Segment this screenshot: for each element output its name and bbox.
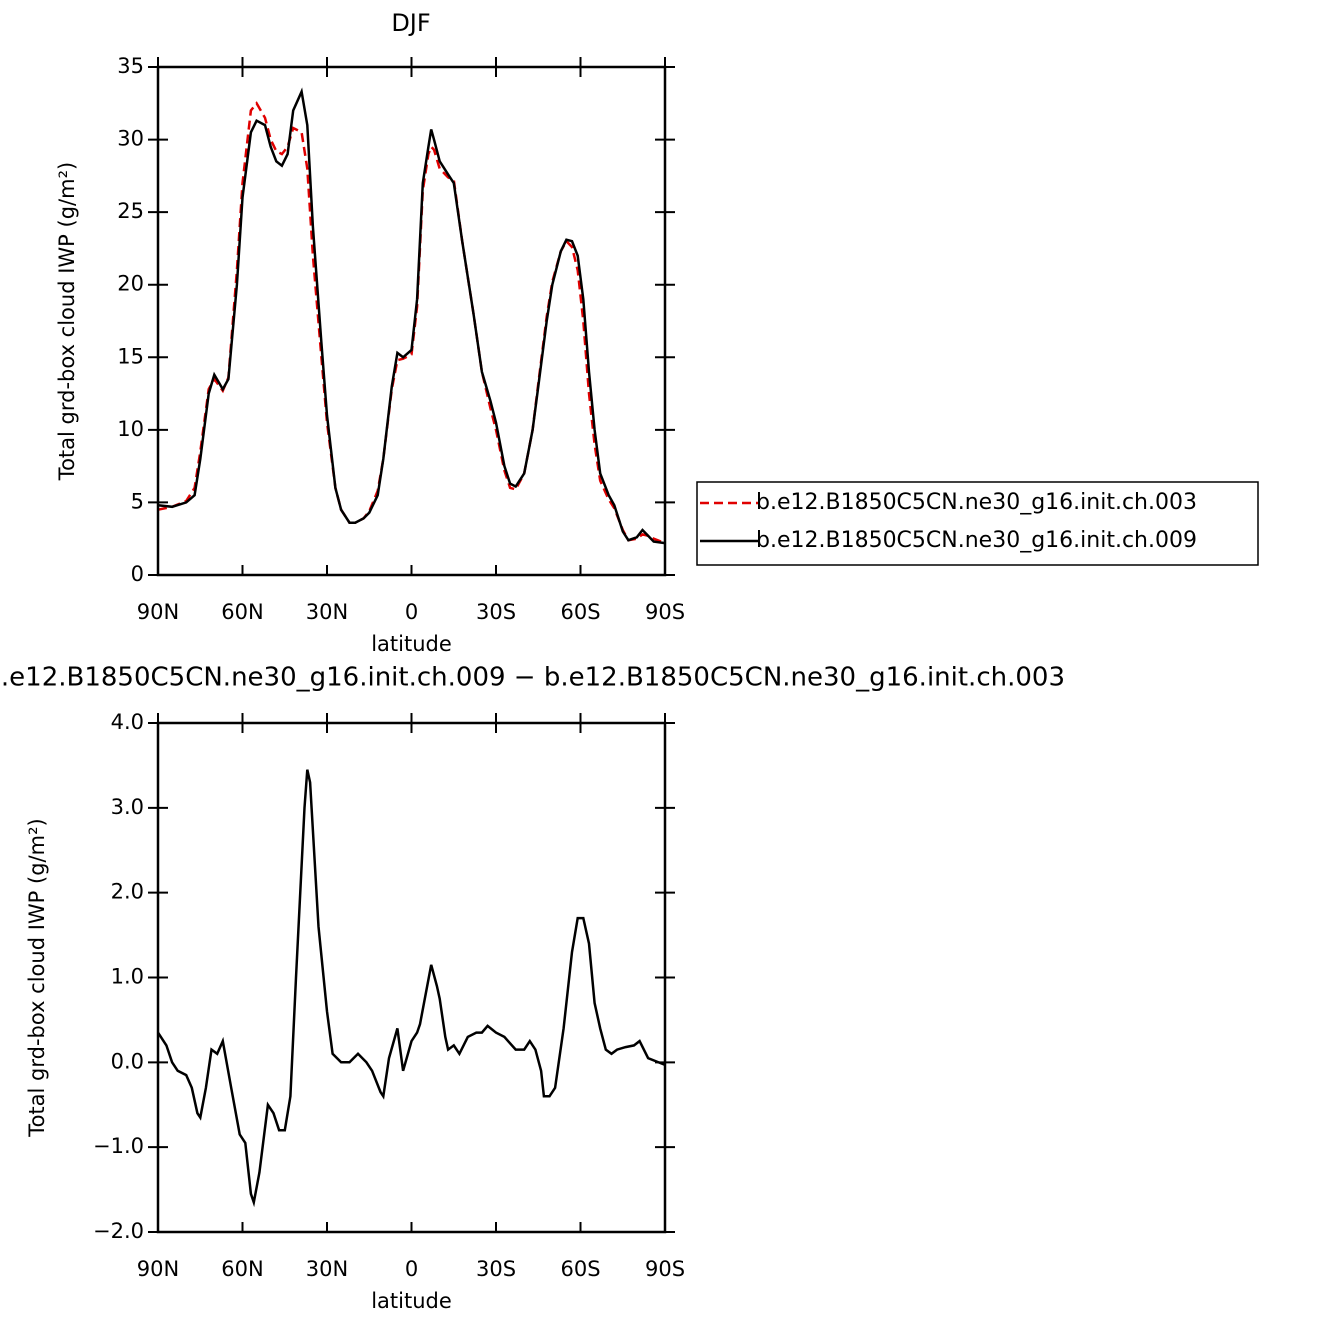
- x-axis-label: latitude: [371, 632, 452, 656]
- chart-title: b.e12.B1850C5CN.ne30_g16.init.ch.009 − b…: [0, 663, 1065, 693]
- y-tick-label: 2.0: [111, 880, 144, 904]
- y-axis-label: Total grd-box cloud IWP (g/m²): [25, 818, 49, 1137]
- x-tick-label: 90S: [645, 1257, 685, 1281]
- x-tick-label: 60N: [221, 1257, 263, 1281]
- y-tick-label: −1.0: [93, 1134, 144, 1158]
- y-tick-label: −2.0: [93, 1219, 144, 1243]
- y-tick-label: 25: [117, 199, 144, 223]
- x-tick-label: 30N: [306, 600, 348, 624]
- y-tick-label: 0: [131, 562, 144, 586]
- x-tick-label: 90N: [137, 1257, 179, 1281]
- y-tick-label: 1.0: [111, 965, 144, 989]
- x-tick-label: 30S: [476, 600, 516, 624]
- x-axis-label: latitude: [371, 1289, 452, 1313]
- legend-label: b.e12.B1850C5CN.ne30_g16.init.ch.003: [756, 490, 1197, 515]
- y-tick-label: 10: [117, 417, 144, 441]
- x-tick-label: 30N: [306, 1257, 348, 1281]
- y-tick-label: 20: [117, 272, 144, 296]
- legend-label: b.e12.B1850C5CN.ne30_g16.init.ch.009: [756, 528, 1197, 553]
- x-tick-label: 0: [405, 600, 418, 624]
- y-axis-label: Total grd-box cloud IWP (g/m²): [55, 162, 79, 481]
- y-tick-label: 4.0: [111, 710, 144, 734]
- series-line: [157, 87, 666, 545]
- legend-box: [696, 481, 1259, 566]
- x-tick-label: 60S: [560, 600, 600, 624]
- chart-title: DJF: [391, 9, 430, 37]
- y-tick-label: 0.0: [111, 1049, 144, 1073]
- x-tick-label: 0: [405, 1257, 418, 1281]
- x-tick-label: 90S: [645, 600, 685, 624]
- y-tick-label: 30: [117, 127, 144, 151]
- plot-frame: [156, 721, 667, 1234]
- y-tick-label: 35: [117, 54, 144, 78]
- plot-frame: [156, 65, 667, 577]
- y-tick-label: 5: [131, 489, 144, 513]
- x-tick-label: 60N: [221, 600, 263, 624]
- y-tick-label: 3.0: [111, 795, 144, 819]
- x-tick-label: 90N: [137, 600, 179, 624]
- y-tick-label: 15: [117, 344, 144, 368]
- series-line: [156, 769, 666, 1208]
- x-tick-label: 60S: [560, 1257, 600, 1281]
- x-tick-label: 30S: [476, 1257, 516, 1281]
